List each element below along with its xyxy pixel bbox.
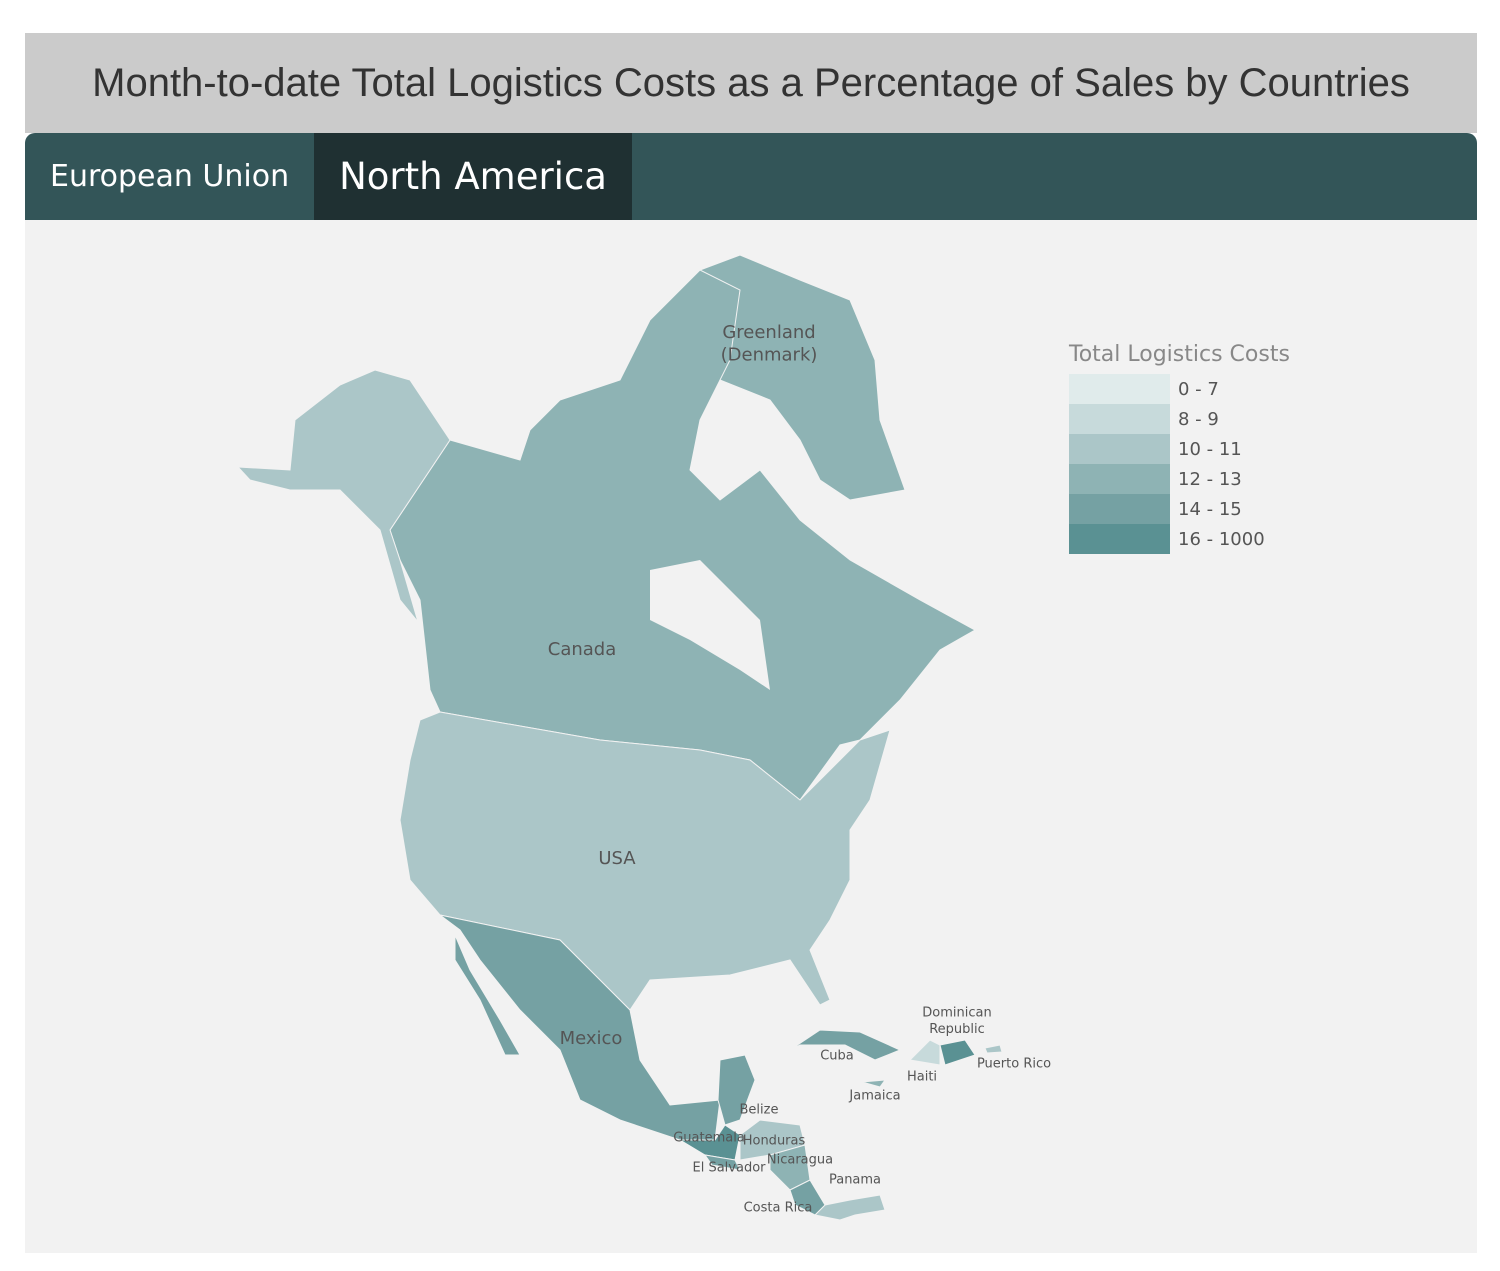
- country-shape: [813, 1194, 886, 1221]
- country-shape: [684, 254, 906, 501]
- legend-swatch: [1069, 404, 1170, 434]
- country-label: Costa Rica: [744, 1201, 813, 1216]
- country-label: Mexico: [560, 1028, 623, 1049]
- legend-label: 14 - 15: [1178, 499, 1242, 520]
- legend-label: 10 - 11: [1178, 439, 1242, 460]
- country-label: Nicaragua: [767, 1153, 833, 1168]
- country-shape: [861, 1079, 887, 1088]
- legend-label: 16 - 1000: [1178, 529, 1265, 550]
- country-label: Dominican: [922, 1006, 991, 1021]
- legend-swatch: [1069, 524, 1170, 554]
- country-label: Guatemala: [673, 1131, 745, 1146]
- bay: [650, 560, 770, 690]
- legend-swatch: [1069, 434, 1170, 464]
- country-label: (Denmark): [721, 345, 818, 366]
- country-shape: [789, 1029, 902, 1061]
- legend-swatch: [1069, 494, 1170, 524]
- country-shape: [236, 369, 451, 623]
- legend-swatch: [1069, 374, 1170, 404]
- country-label: Panama: [829, 1173, 881, 1188]
- country-label: Greenland: [722, 322, 815, 343]
- country-shape: [939, 1039, 976, 1066]
- tab[interactable]: European Union: [50, 159, 290, 194]
- legend-label: 8 - 9: [1178, 409, 1219, 430]
- header: Month-to-date Total Logistics Costs as a…: [25, 33, 1477, 133]
- country-shape: [908, 1039, 941, 1066]
- legend-title: Total Logistics Costs: [1068, 342, 1290, 367]
- tab[interactable]: North America: [314, 133, 632, 220]
- country-label: Cuba: [820, 1049, 854, 1064]
- country-label: Belize: [740, 1103, 779, 1118]
- country-shape: [789, 1179, 826, 1216]
- country-label: USA: [598, 848, 636, 869]
- title: Month-to-date Total Logistics Costs as a…: [92, 60, 1410, 105]
- country-label: Honduras: [743, 1134, 806, 1149]
- country-shape: [703, 1154, 741, 1171]
- country-label: Canada: [548, 639, 617, 660]
- legend-label: 12 - 13: [1178, 469, 1242, 490]
- country-label: El Salvador: [693, 1161, 767, 1176]
- tab-bar: European Union North America: [25, 133, 1477, 220]
- legend-swatch: [1069, 464, 1170, 494]
- country-label: Puerto Rico: [977, 1057, 1051, 1072]
- country-shape: [454, 934, 521, 1056]
- country-shape: [399, 711, 891, 1011]
- country-shape: [984, 1044, 1003, 1054]
- country-label: Haiti: [907, 1070, 937, 1085]
- legend-label: 0 - 7: [1178, 379, 1219, 400]
- country-label: Republic: [929, 1022, 985, 1037]
- country-label: Jamaica: [848, 1089, 900, 1104]
